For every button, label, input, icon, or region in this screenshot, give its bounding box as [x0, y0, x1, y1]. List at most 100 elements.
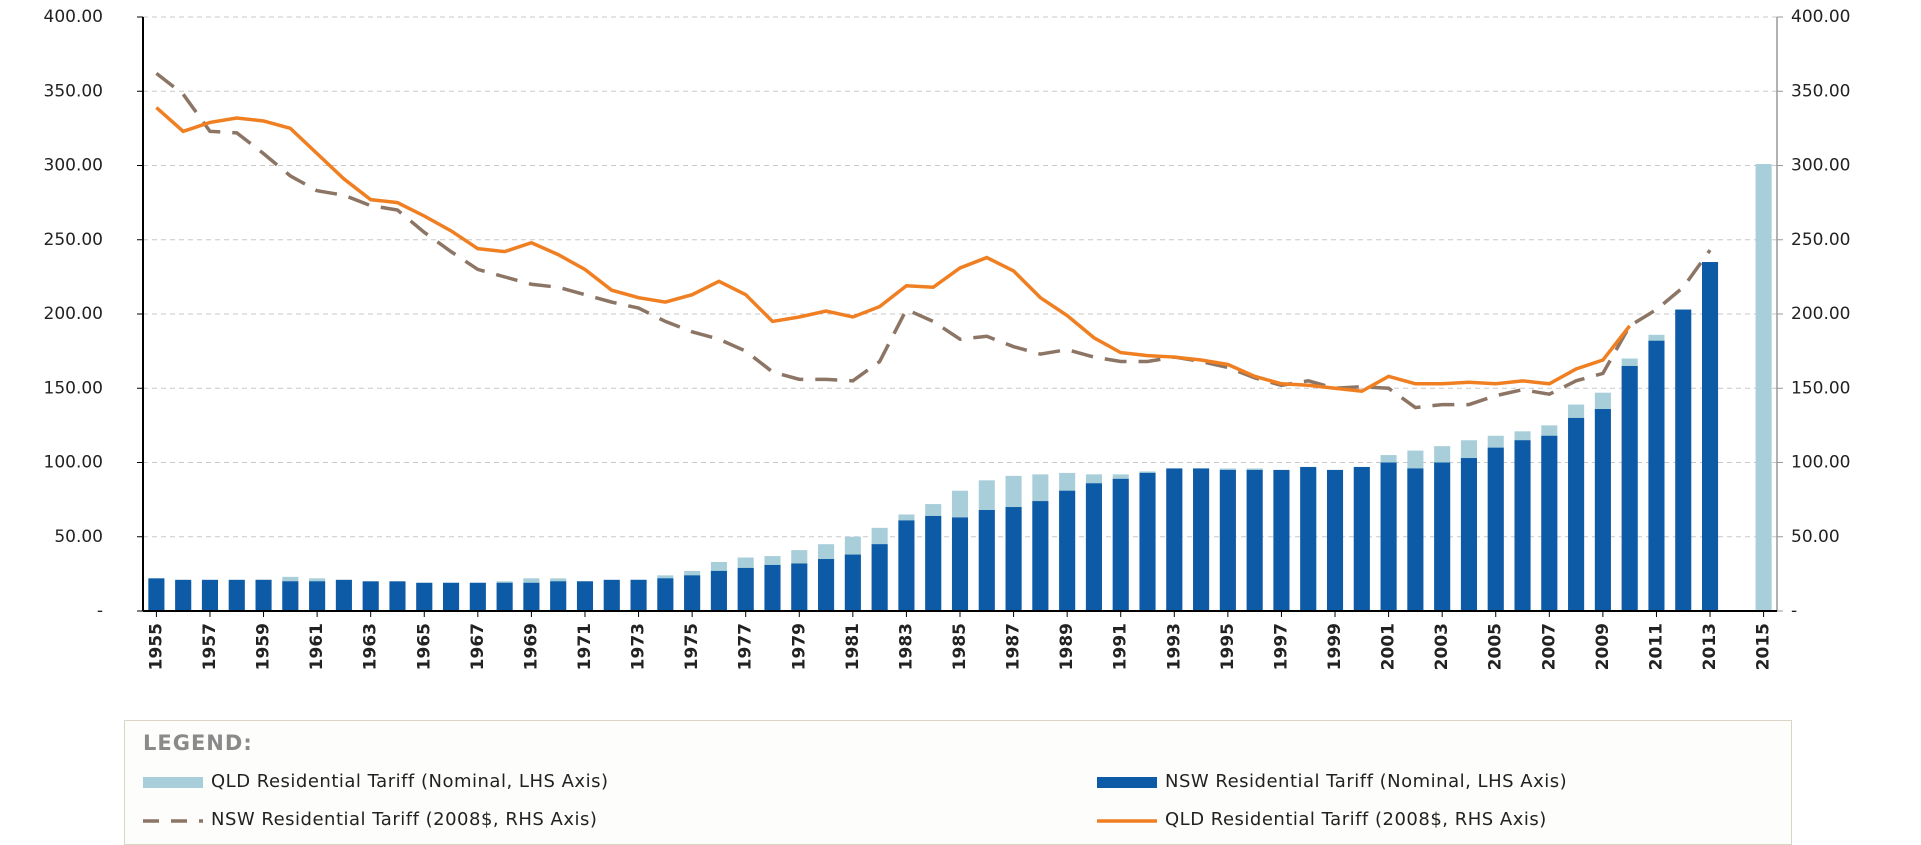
bar — [1621, 365, 1638, 611]
bar — [282, 581, 299, 611]
bar — [791, 563, 808, 611]
bar — [550, 581, 567, 611]
y-tick-label: - — [97, 601, 103, 621]
bar — [1701, 262, 1719, 611]
bar — [362, 581, 379, 611]
bar — [630, 579, 647, 611]
bar — [1246, 469, 1263, 611]
bar — [1273, 469, 1290, 611]
x-tick-label: 1991 — [1111, 623, 1131, 670]
x-tick-label: 1959 — [254, 623, 274, 670]
bar — [228, 579, 245, 611]
bar — [1085, 483, 1102, 611]
chart: - 50.00 100.00 150.00 200.00 250.00 300.00 350.… — [44, 7, 1851, 670]
bar — [1219, 469, 1236, 611]
x-tick-label: 2007 — [1539, 623, 1559, 670]
legend-title: LEGEND: — [143, 731, 253, 755]
x-tick-label: 2003 — [1432, 623, 1452, 670]
bar — [603, 579, 620, 611]
swatch — [1097, 776, 1157, 788]
x-tick-label: 1967 — [468, 623, 488, 670]
legend-label: NSW Residential Tariff (2008$, RHS Axis) — [211, 809, 598, 830]
bar — [443, 582, 460, 611]
y-tick-label: 400.00 — [44, 7, 103, 27]
legend-item: NSW Residential Tariff (2008$, RHS Axis) — [143, 809, 597, 830]
legend-label: QLD Residential Tariff (Nominal, LHS Axi… — [211, 771, 609, 792]
y2-tick-label: 150.00 — [1791, 378, 1850, 398]
y2-tick-label: 100.00 — [1791, 453, 1850, 473]
bar — [844, 554, 861, 611]
bar — [1326, 469, 1344, 611]
y2-tick-label: 200.00 — [1791, 304, 1850, 324]
x-tick-label: 1989 — [1057, 623, 1077, 670]
line — [155, 106, 1632, 394]
legend-swatch — [143, 776, 203, 788]
x-tick-label: 2011 — [1646, 623, 1666, 670]
bar — [871, 544, 888, 611]
legend-swatch — [1097, 818, 1157, 823]
bar — [1032, 501, 1049, 611]
bar — [684, 575, 701, 611]
bar — [1487, 447, 1504, 611]
x-tick-label: 1969 — [521, 623, 541, 670]
bar — [201, 579, 219, 611]
x-tick-label: 2001 — [1379, 623, 1399, 670]
x-tick-label: 1985 — [950, 623, 970, 670]
x-tick-label: 1987 — [1004, 623, 1024, 670]
x-tick-label: 1977 — [736, 623, 756, 670]
x-tick-label: 1999 — [1325, 623, 1345, 670]
bar — [1407, 468, 1424, 611]
x-tick-label: 1965 — [414, 623, 434, 670]
x-tick-label: 1963 — [361, 623, 381, 670]
bar — [1648, 340, 1665, 611]
bar — [1434, 462, 1451, 611]
x-tick-label: 1957 — [200, 623, 220, 670]
y-tick-label: 300.00 — [44, 156, 103, 176]
bar — [1166, 468, 1183, 611]
x-tick-label: 1995 — [1218, 623, 1238, 670]
bar — [1353, 466, 1370, 611]
x-tick-label: 1997 — [1271, 623, 1291, 670]
y-tick-label: 350.00 — [44, 81, 103, 101]
y-tick-label: 100.00 — [44, 453, 103, 473]
legend-label: QLD Residential Tariff (2008$, RHS Axis) — [1165, 809, 1547, 830]
y2-tick-label: 50.00 — [1791, 527, 1840, 547]
y2-tick-label: 250.00 — [1791, 230, 1850, 250]
y2-tick-label: 300.00 — [1791, 156, 1850, 176]
bar — [1568, 417, 1585, 611]
bar — [496, 582, 513, 611]
line — [155, 72, 1712, 410]
bar — [335, 579, 352, 611]
bar — [576, 581, 594, 611]
bar — [710, 570, 727, 611]
bar — [389, 581, 406, 611]
legend-item: QLD Residential Tariff (2008$, RHS Axis) — [1097, 809, 1547, 830]
x-tick-label: 1971 — [575, 623, 595, 670]
bar — [951, 517, 969, 611]
x-tick-label: 2015 — [1754, 623, 1774, 670]
y2-tick-label: - — [1791, 601, 1797, 621]
bar — [1139, 472, 1156, 611]
bar — [255, 579, 272, 611]
bar — [1112, 478, 1129, 611]
bar — [469, 582, 486, 611]
x-tick-label: 1979 — [789, 623, 809, 670]
bar — [1193, 468, 1210, 611]
bar — [148, 578, 165, 611]
x-tick-label: 2013 — [1700, 623, 1720, 670]
x-tick-label: 2005 — [1486, 623, 1506, 670]
bar — [898, 520, 915, 611]
legend-item: NSW Residential Tariff (Nominal, LHS Axi… — [1097, 771, 1567, 792]
bar — [764, 564, 781, 611]
y-tick-label: 150.00 — [44, 378, 103, 398]
bar — [1380, 462, 1397, 611]
y-tick-label: 50.00 — [54, 527, 103, 547]
bar — [818, 559, 835, 611]
legend-label: NSW Residential Tariff (Nominal, LHS Axi… — [1165, 771, 1568, 792]
x-tick-label: 1983 — [896, 623, 916, 670]
bar — [657, 578, 674, 611]
bar — [1460, 458, 1477, 611]
bar — [978, 510, 995, 611]
bar — [1755, 164, 1772, 611]
